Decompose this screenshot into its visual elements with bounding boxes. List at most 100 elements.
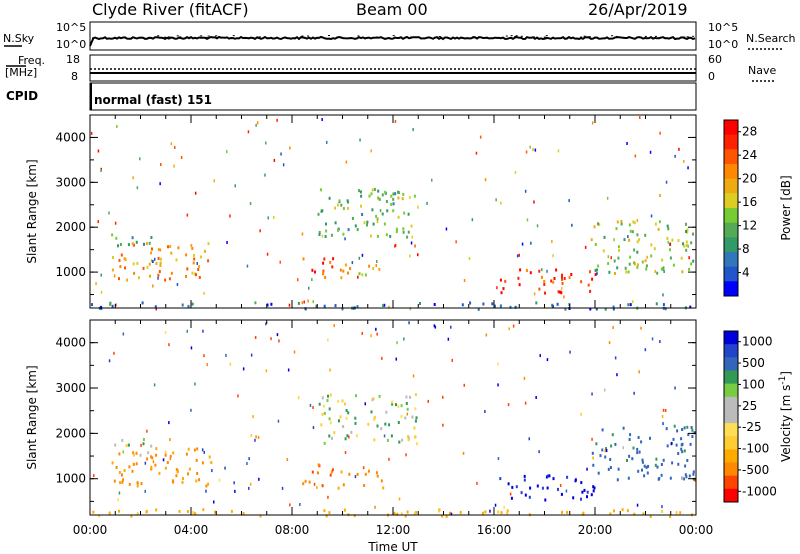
range-gate-cell <box>385 200 388 203</box>
range-gate-cell <box>196 262 198 265</box>
range-gate-cell <box>370 149 372 153</box>
noise-left-tick-bottom: 10^0 <box>56 38 87 51</box>
range-gate-cell <box>523 478 526 482</box>
range-gate-cell <box>644 348 647 352</box>
range-gate-cell <box>270 302 273 306</box>
range-gate-cell <box>633 261 635 265</box>
range-gate-cell <box>378 394 381 398</box>
range-gate-cell <box>620 222 623 226</box>
range-gate-cell <box>586 467 588 471</box>
range-gate-cell <box>148 241 151 245</box>
range-gate-cell <box>594 269 597 272</box>
range-gate-cell <box>337 228 339 232</box>
range-gate-cell <box>340 276 343 280</box>
range-gate-cell <box>401 197 404 201</box>
range-gate-cell <box>557 290 560 294</box>
range-gate-cell <box>299 503 301 506</box>
range-gate-cell <box>686 459 689 462</box>
range-gate-cell <box>557 149 560 153</box>
range-gate-cell <box>373 417 376 421</box>
range-gate-cell <box>376 474 379 478</box>
range-gate-cell <box>273 158 276 162</box>
range-gate-cell <box>258 477 260 481</box>
y-axis-label: Slant Range [km] <box>25 159 39 263</box>
range-gate-cell <box>666 236 669 240</box>
nsearch-dot <box>644 35 647 37</box>
range-gate-cell <box>207 242 210 246</box>
range-gate-cell <box>234 489 236 493</box>
range-gate-cell <box>233 481 235 485</box>
range-gate-cell <box>186 510 189 513</box>
range-gate-cell <box>383 303 386 307</box>
range-gate-cell <box>616 220 619 224</box>
range-gate-cell <box>392 197 395 201</box>
range-gate-cell <box>250 353 253 357</box>
range-gate-cell <box>616 266 619 270</box>
range-gate-cell <box>445 515 448 518</box>
range-gate-cell <box>592 489 595 493</box>
range-gate-cell <box>214 510 217 514</box>
range-gate-cell <box>254 438 256 442</box>
range-gate-cell <box>569 350 571 354</box>
range-gate-cell <box>664 307 667 311</box>
range-gate-cell <box>224 466 226 470</box>
range-gate-cell <box>377 189 380 193</box>
range-gate-cell <box>155 262 158 265</box>
range-gate-cell <box>339 268 342 272</box>
nsearch-dot <box>543 36 546 38</box>
range-gate-cell <box>659 194 661 197</box>
range-gate-cell <box>136 481 139 485</box>
range-gate-cell <box>597 264 600 268</box>
range-gate-cell <box>329 260 332 264</box>
range-gate-cell <box>500 511 503 515</box>
range-gate-cell <box>289 146 291 150</box>
range-gate-cell <box>686 228 689 232</box>
range-gate-cell <box>692 470 695 474</box>
range-gate-cell <box>367 469 370 473</box>
range-gate-cell <box>266 252 269 256</box>
range-gate-cell <box>653 247 656 251</box>
range-gate-cell <box>503 505 505 509</box>
range-gate-cell <box>396 341 398 345</box>
range-gate-cell <box>370 192 373 196</box>
range-gate-cell <box>201 461 204 465</box>
range-gate-cell <box>686 425 689 429</box>
range-gate-cell <box>173 164 175 168</box>
range-gate-cell <box>500 201 502 205</box>
range-gate-cell <box>677 462 680 466</box>
range-gate-cell <box>318 233 321 236</box>
range-gate-cell <box>324 276 327 279</box>
range-gate-cell <box>349 267 351 271</box>
range-gate-cell <box>468 257 471 260</box>
nsearch-dot <box>514 35 517 37</box>
range-gate-cell <box>170 271 173 275</box>
range-gate-cell <box>384 422 387 426</box>
range-gate-cell <box>375 264 377 267</box>
nsearch-dot <box>692 35 695 37</box>
range-gate-cell <box>692 472 695 476</box>
range-gate-cell <box>677 239 680 242</box>
range-gate-cell <box>309 403 312 407</box>
range-gate-cell <box>357 275 359 279</box>
range-gate-cell <box>561 510 563 514</box>
nsearch-dot <box>683 36 686 38</box>
range-gate-cell <box>369 234 372 238</box>
range-gate-cell <box>281 486 284 490</box>
range-gate-cell <box>511 485 514 489</box>
range-gate-cell <box>122 478 125 482</box>
range-gate-cell <box>249 202 252 205</box>
range-gate-cell <box>328 196 331 200</box>
nsky-label: N.Sky <box>3 32 35 45</box>
colorbar-swatch <box>724 370 738 385</box>
range-gate-cell <box>329 368 331 372</box>
colorbar-frame <box>723 330 739 503</box>
nsearch-dot <box>654 35 657 37</box>
range-gate-cell <box>328 511 331 515</box>
range-gate-cell <box>499 304 502 308</box>
range-gate-cell <box>517 276 520 280</box>
range-gate-cell <box>311 268 314 272</box>
range-gate-cell <box>229 214 231 218</box>
nsearch-dot <box>472 36 475 38</box>
range-gate-cell <box>366 223 368 227</box>
range-gate-cell <box>127 243 130 247</box>
